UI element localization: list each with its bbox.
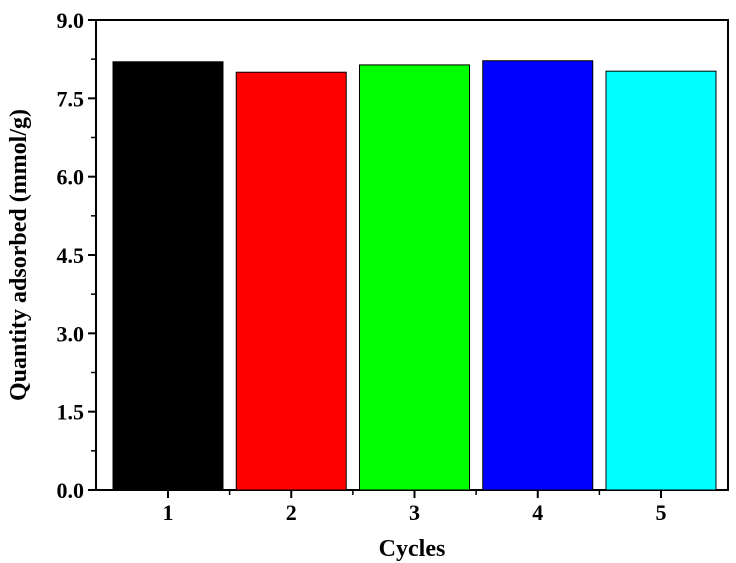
x-tick-label: 4 (532, 500, 543, 525)
y-tick-label: 3.0 (57, 321, 85, 346)
y-tick-label: 6.0 (57, 165, 85, 190)
x-tick-label: 5 (656, 500, 667, 525)
y-axis-label: Quantity adsorbed (mmol/g) (6, 109, 32, 401)
bar-cycle-3 (359, 64, 470, 491)
bars (112, 60, 717, 491)
bar-cycle-1 (112, 61, 224, 491)
bar-cycle-4 (482, 60, 594, 491)
y-tick-label: 0.0 (57, 478, 85, 503)
bar-cycle-5 (605, 70, 717, 491)
x-tick-label: 2 (286, 500, 297, 525)
y-axis-ticks: 0.0 1.5 3.0 4.5 6.0 7.5 9.0 (57, 8, 96, 503)
x-axis-label: Cycles (379, 536, 446, 562)
y-tick-label: 7.5 (57, 86, 85, 111)
x-tick-label: 1 (163, 500, 174, 525)
x-axis-ticks: 1 2 3 4 5 (163, 490, 667, 525)
y-tick-label: 4.5 (57, 243, 85, 268)
x-tick-label: 3 (409, 500, 420, 525)
bar-cycle-2 (235, 71, 347, 491)
y-tick-label: 9.0 (57, 8, 85, 33)
y-tick-label: 1.5 (57, 400, 85, 425)
